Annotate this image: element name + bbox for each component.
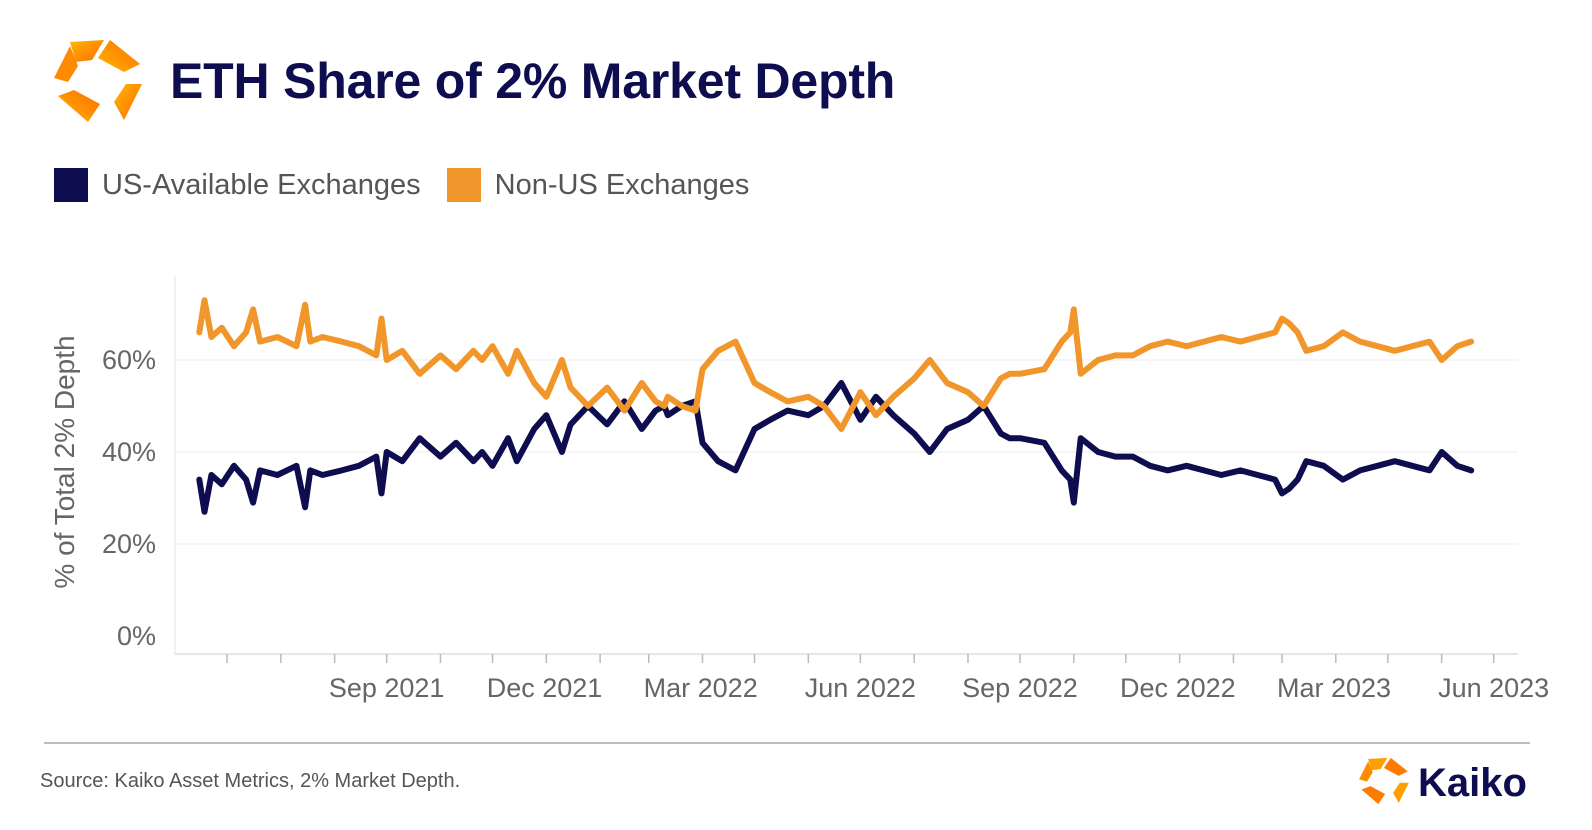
legend-item-non-us: Non-US Exchanges (446, 168, 750, 202)
x-tick-label: Sep 2021 (329, 673, 445, 703)
legend: US-Available Exchanges Non-US Exchanges (54, 168, 749, 202)
footer-divider (44, 742, 1530, 744)
line-chart: 0% 20% 40% 60% Sep 2021 Dec 2021 Mar 2022 Jun 2… (49, 276, 1549, 703)
kaiko-logo-icon (1358, 756, 1410, 811)
y-tick-label: 60% (102, 345, 156, 375)
series-line-us (196, 380, 1475, 515)
y-tick-label: 0% (117, 621, 156, 651)
y-axis-label: % of Total 2% Depth (49, 335, 80, 588)
series-line-non-us (196, 297, 1475, 432)
x-tick-label: Dec 2022 (1120, 673, 1236, 703)
y-tick-label: 20% (102, 529, 156, 559)
kaiko-logo-icon (52, 38, 144, 124)
x-tick-label: Sep 2022 (962, 673, 1078, 703)
source-note: Source: Kaiko Asset Metrics, 2% Market D… (40, 770, 461, 792)
legend-item-us: US-Available Exchanges (54, 168, 421, 202)
legend-swatch-us (54, 168, 88, 202)
x-tick-label: Mar 2023 (1277, 673, 1391, 703)
legend-swatch-non-us (446, 168, 481, 202)
chart-title: ETH Share of 2% Market Depth (170, 53, 896, 109)
axis-layer: 0% 20% 40% 60% Sep 2021 Dec 2021 Mar 2022 Jun 2… (102, 276, 1549, 703)
x-tick-label: Jun 2022 (805, 673, 916, 703)
legend-label-us: US-Available Exchanges (102, 168, 421, 201)
grid-layer (175, 359, 1518, 545)
x-tick-label: Jun 2023 (1438, 673, 1549, 703)
legend-label-non-us: Non-US Exchanges (494, 168, 750, 201)
brand-name: Kaiko (1418, 761, 1527, 805)
x-tick-label: Mar 2022 (644, 673, 758, 703)
y-tick-label: 40% (102, 437, 156, 467)
brand-logo: Kaiko (1358, 756, 1527, 811)
series-layer (196, 297, 1475, 515)
x-tick-label: Dec 2021 (487, 673, 603, 703)
header: ETH Share of 2% Market Depth (52, 38, 895, 124)
